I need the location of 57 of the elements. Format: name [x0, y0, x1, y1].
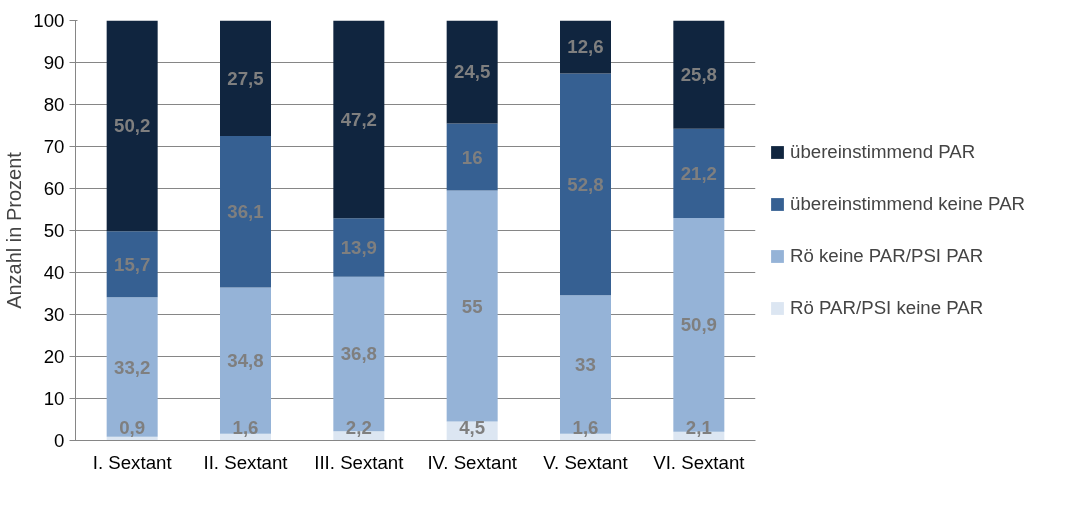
- legend-label: Rö keine PAR/PSI PAR: [790, 245, 985, 267]
- data-label: 1,6: [232, 417, 259, 439]
- data-label: 25,8: [680, 64, 717, 86]
- bar: [106, 231, 158, 298]
- y-tick-label: 30: [43, 304, 65, 325]
- bar: [106, 20, 158, 232]
- bar: [446, 123, 498, 191]
- data-label: 15,7: [114, 253, 151, 275]
- x-tick-label: V. Sextant: [543, 451, 629, 473]
- data-label: 33,2: [114, 356, 151, 378]
- data-label: 52,8: [567, 173, 604, 195]
- bar: [333, 20, 385, 219]
- y-tick-label: 40: [43, 262, 65, 283]
- bar: [333, 218, 385, 277]
- y-tick-label: 20: [43, 346, 65, 367]
- data-label: 27,5: [227, 67, 264, 89]
- data-label: 50,2: [114, 115, 151, 137]
- data-label: 1,6: [572, 417, 599, 439]
- data-label: 36,1: [227, 201, 264, 223]
- legend-label: Rö PAR/PSI keine PAR: [790, 297, 985, 319]
- legend-label: übereinstimmend PAR: [790, 141, 977, 163]
- x-tick-label: VI. Sextant: [653, 451, 746, 473]
- bar: [446, 20, 498, 124]
- bar: [560, 73, 611, 296]
- y-axis-title: Anzahl in Prozent: [3, 151, 26, 309]
- legend-label: übereinstimmend keine PAR: [790, 193, 1026, 215]
- bar: [446, 190, 498, 422]
- y-tick-label: 90: [43, 52, 65, 73]
- bar: [220, 136, 271, 288]
- data-label: 16: [461, 146, 483, 168]
- y-tick-label: 80: [43, 94, 65, 115]
- x-tick-label: III. Sextant: [314, 451, 405, 473]
- x-tick-label: IV. Sextant: [427, 451, 518, 473]
- y-tick-label: 0: [54, 430, 65, 451]
- data-label: 13,9: [340, 237, 377, 259]
- data-label: 36,8: [340, 343, 377, 365]
- y-tick-label: 70: [43, 136, 65, 157]
- data-label: 47,2: [340, 108, 377, 130]
- y-tick-label: 50: [43, 220, 65, 241]
- x-tick-label: I. Sextant: [92, 451, 173, 473]
- data-label: 4,5: [459, 417, 486, 439]
- x-tick-label: II. Sextant: [203, 451, 289, 473]
- data-label: 21,2: [680, 162, 717, 184]
- y-tick-label: 100: [33, 10, 65, 31]
- data-label: 12,6: [567, 36, 604, 58]
- data-label: 33: [575, 353, 596, 375]
- bar: [106, 297, 158, 437]
- data-label: 50,9: [680, 314, 717, 336]
- data-label: 0,9: [119, 417, 146, 439]
- bar: [220, 20, 271, 136]
- bar: [673, 128, 725, 218]
- y-tick-label: 10: [43, 388, 65, 409]
- bar: [673, 20, 725, 129]
- data-label: 34,8: [227, 350, 264, 372]
- data-label: 24,5: [454, 61, 491, 83]
- y-tick-label: 60: [43, 178, 65, 199]
- data-label: 55: [461, 295, 483, 317]
